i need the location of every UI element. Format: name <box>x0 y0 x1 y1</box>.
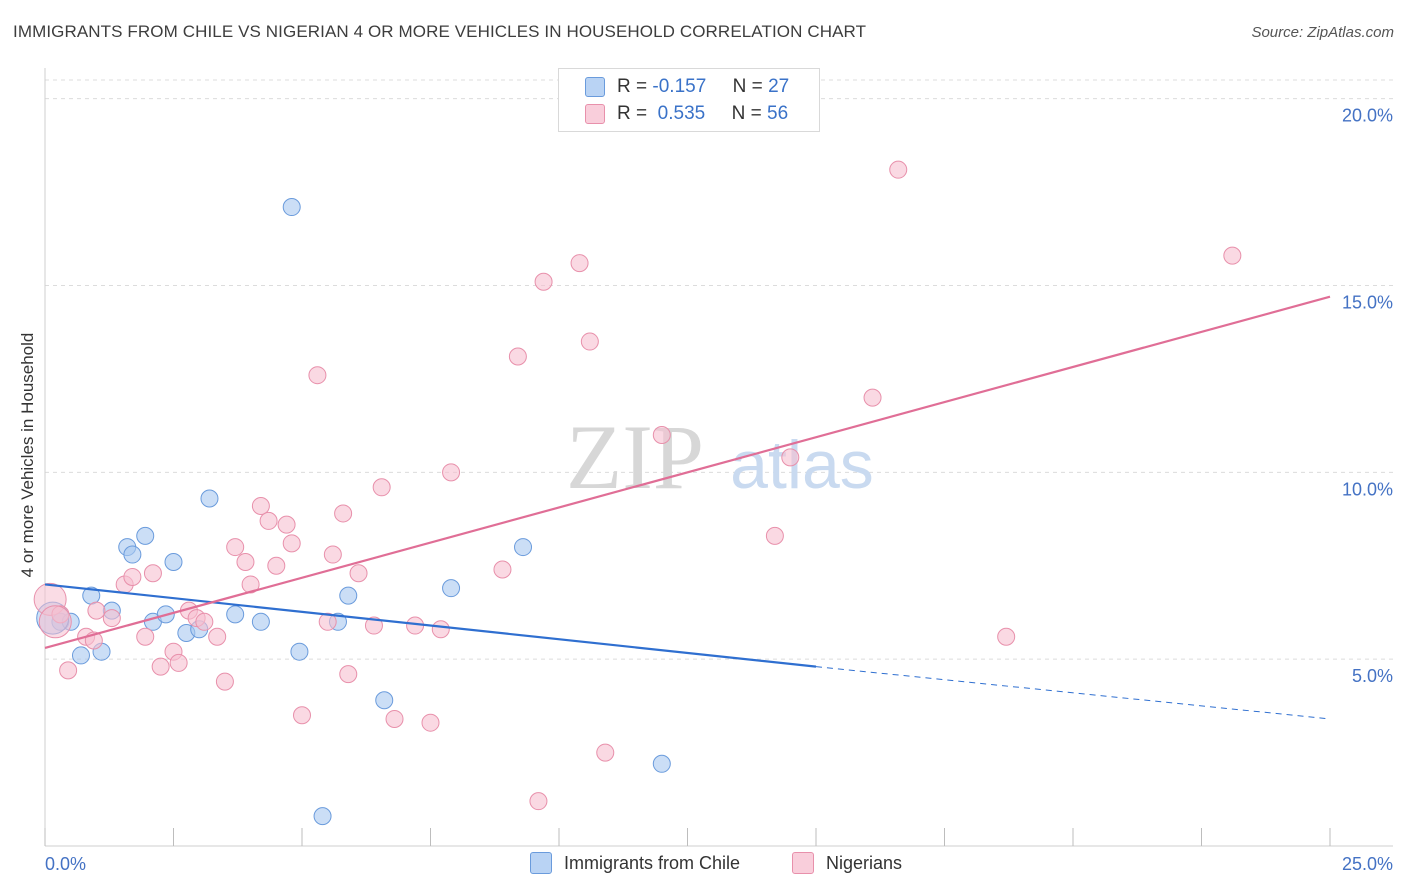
bottom-legend-chile: Immigrants from Chile <box>530 852 740 874</box>
chile-point <box>164 553 183 572</box>
nigerian-point <box>195 612 214 631</box>
legend-r-label: R = <box>617 76 648 97</box>
nigerian-point <box>277 515 296 534</box>
nigerian-point <box>385 709 404 728</box>
chile-trend-extension <box>815 666 1331 720</box>
chile-point <box>442 579 461 598</box>
nigerian-point <box>580 332 599 351</box>
nigerian-point <box>596 743 615 762</box>
chile-point <box>652 754 671 773</box>
nigerian-point <box>293 706 311 725</box>
chile-point <box>71 646 90 665</box>
nigerian-point <box>765 526 784 545</box>
nigerian-point <box>308 366 327 385</box>
nigerian-point <box>889 160 908 179</box>
nigerian-point <box>169 653 188 672</box>
chile-point <box>339 586 358 605</box>
bottom-legend-swatch-chile <box>530 852 552 874</box>
legend-r-value: 0.535 <box>657 103 706 124</box>
x-tick-label: 25.0% <box>1342 854 1393 874</box>
chile-point <box>226 605 245 624</box>
nigerian-point <box>102 609 121 628</box>
watermark-atlas: atlas <box>730 427 874 503</box>
nigerian-point <box>318 612 337 631</box>
correlation-legend: R = -0.157 N = 27 R = 0.535 N = 56 <box>558 68 820 132</box>
bottom-legend-swatch-nigerians <box>792 852 814 874</box>
watermark: ZIP atlas <box>566 406 874 508</box>
y-axis-label: 4 or more Vehicles in Household <box>18 332 37 578</box>
nigerian-point <box>339 665 358 684</box>
nigerian-point <box>226 538 245 557</box>
grid-layer <box>45 79 1393 660</box>
y-tick-label: 20.0% <box>1342 106 1393 126</box>
nigerian-point <box>282 534 301 553</box>
nigerian-point <box>442 463 461 482</box>
nigerian-point <box>38 605 72 639</box>
nigerian-point <box>151 657 170 676</box>
bottom-legend-nigerians: Nigerians <box>792 852 902 874</box>
legend-r-value: -0.157 <box>652 76 707 97</box>
legend-r-label: R = <box>617 103 648 124</box>
nigerian-point <box>236 553 255 572</box>
chile-point <box>251 612 270 631</box>
chile-point <box>282 198 301 217</box>
legend-swatch-nigerians <box>585 104 605 124</box>
legend-n-label: N = <box>731 103 762 124</box>
chile-point <box>136 526 155 545</box>
nigerian-point <box>508 347 527 366</box>
nigerian-point <box>652 425 671 444</box>
axis-layer: 5.0% 10.0% 15.0% 20.0% 0.0% 25.0% <box>44 68 1393 874</box>
nigerian-point <box>349 564 368 583</box>
x-tick-label: 0.0% <box>45 854 86 874</box>
nigerian-point <box>997 627 1016 646</box>
nigerian-point <box>431 620 450 639</box>
chile-point <box>123 545 142 564</box>
nigerian-point <box>241 575 260 594</box>
nigerian-point <box>863 388 882 407</box>
nigerian-point <box>143 564 162 583</box>
nigerian-point <box>59 661 78 680</box>
trend-layer <box>44 295 1331 720</box>
nigerian-point <box>372 478 391 497</box>
nigerian-point <box>259 511 278 530</box>
chile-point <box>375 691 394 710</box>
nigerian-point <box>323 545 342 564</box>
nigerian-point <box>781 448 800 467</box>
nigerian-point <box>87 601 106 620</box>
nigerian-point <box>123 567 142 586</box>
bottom-legend-label-chile: Immigrants from Chile <box>564 852 741 873</box>
y-tick-label: 10.0% <box>1342 479 1393 499</box>
nigerian-point <box>364 616 383 635</box>
legend-swatch-chile <box>585 77 605 97</box>
legend-n-label: N = <box>732 76 763 97</box>
chart-title: IMMIGRANTS FROM CHILE VS NIGERIAN 4 OR M… <box>13 22 867 41</box>
chile-trend-line <box>44 583 817 668</box>
y-tick-label: 5.0% <box>1352 666 1393 686</box>
chile-point <box>514 538 533 557</box>
nigerian-point <box>493 560 512 579</box>
chile-point <box>200 489 219 508</box>
bottom-legend-label-nigerians: Nigerians <box>826 852 903 873</box>
y-tick-label: 15.0% <box>1342 293 1393 313</box>
chile-point <box>290 642 309 661</box>
legend-n-value: 27 <box>768 76 790 97</box>
chart-source: Source: ZipAtlas.com <box>1251 24 1394 41</box>
nigerian-point <box>570 254 589 273</box>
nigerian-point <box>267 556 286 575</box>
watermark-zip: ZIP <box>566 406 704 508</box>
nigerian-point <box>251 496 270 515</box>
nigerian-point <box>421 713 440 732</box>
nigerian-point <box>529 792 548 811</box>
points-layer <box>33 160 1242 826</box>
nigerian-trend-line <box>44 295 1331 650</box>
chile-point <box>313 807 332 826</box>
nigerian-point <box>334 504 353 523</box>
nigerian-point <box>208 627 227 646</box>
nigerian-point <box>215 672 234 691</box>
nigerian-point <box>534 272 553 291</box>
legend-n-value: 56 <box>767 103 789 124</box>
nigerian-point <box>1223 246 1242 265</box>
nigerian-point <box>136 627 155 646</box>
